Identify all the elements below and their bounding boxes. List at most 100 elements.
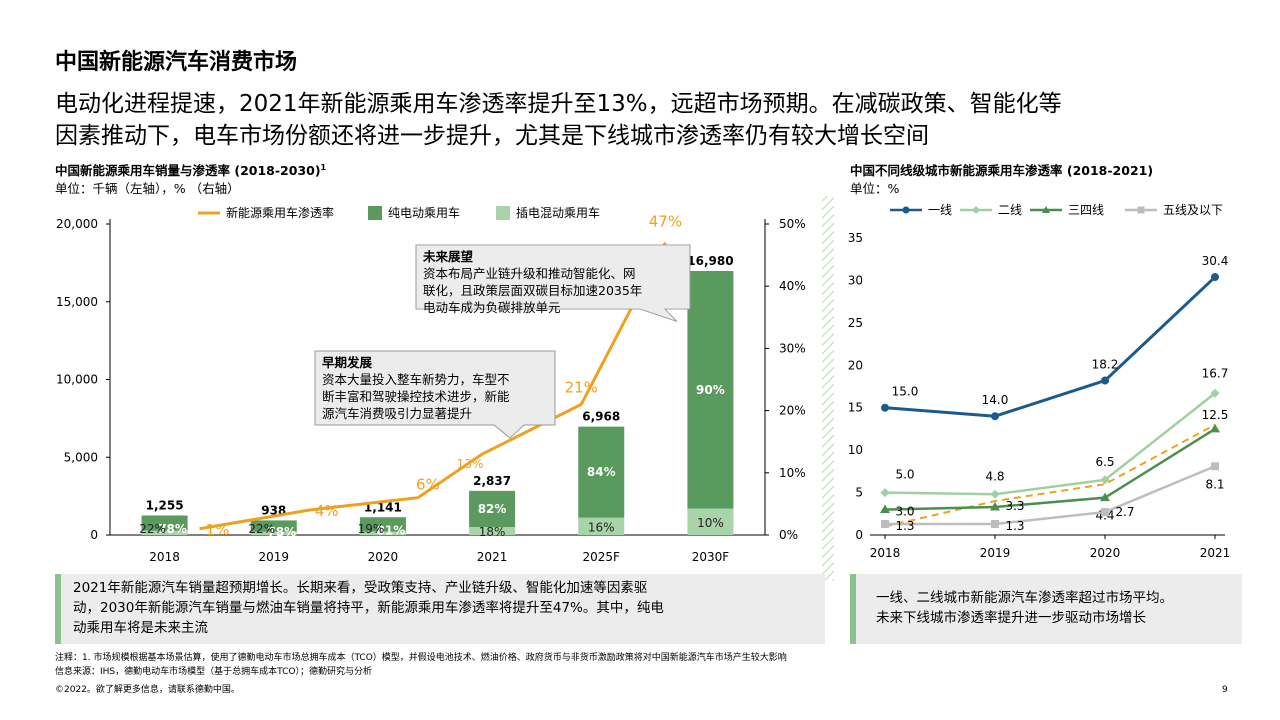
legend-line-label: 新能源乘用车渗透率: [226, 205, 334, 220]
chart-divider: [822, 196, 834, 581]
right-note-line: 一线、二线城市新能源汽车渗透率超过市场平均。: [876, 590, 1173, 606]
legend-phev-label: 插电混动乘用车: [516, 205, 600, 220]
penetration-label: 1%: [206, 521, 230, 539]
y2-tick-label: 50%: [779, 217, 806, 231]
series-marker: [1101, 508, 1109, 517]
callout-early-line: 源汽车消费吸引力显著提升: [322, 406, 473, 421]
x-tick-label: 2019: [980, 546, 1011, 560]
y2-tick-label: 30%: [779, 341, 806, 355]
y-tick-label: 5,000: [64, 450, 98, 464]
bar-bev: [687, 270, 734, 509]
y-tick-label: 10: [848, 443, 863, 457]
series-marker: [1101, 376, 1109, 385]
bar-bev: [359, 517, 406, 532]
bar-total-label: 6,968: [582, 410, 620, 424]
bar-phev-share-label: 22%: [248, 522, 275, 536]
x-tick-label: 2020: [368, 550, 399, 564]
penetration-line: [199, 241, 667, 531]
left-chart-title-text: 中国新能源乘用车销量与渗透率 (2018-2030): [55, 163, 321, 178]
left-note-line: 动乘用车将是未来主流: [73, 620, 208, 636]
bar-bev: [141, 515, 188, 531]
legend-bev-label: 纯电动乘用车: [388, 205, 460, 220]
bar-bev-share-label: 82%: [478, 502, 507, 516]
callout-future-title: 未来展望: [423, 249, 474, 264]
bar-phev: [250, 531, 297, 535]
legend-marker: [1042, 206, 1050, 213]
series-data-label: 15.0: [892, 385, 919, 399]
legend-label: 一线: [928, 203, 952, 217]
bar-phev: [687, 508, 734, 535]
y-tick-label: 0: [90, 528, 98, 542]
series-marker: [990, 489, 1000, 499]
bar-total-label: 1,255: [146, 498, 184, 512]
y-tick-label: 20: [848, 358, 863, 372]
bar-phev: [359, 531, 406, 535]
y-tick-label: 15,000: [56, 295, 98, 309]
bar-phev-share-label: 22%: [139, 522, 166, 536]
legend-phev-swatch: [496, 206, 510, 220]
bar-phev-share-label: 19%: [358, 522, 385, 536]
callout-future-text: 未来展望 资本布局产业链升级和推动智能化、网 联化，且政策层面双碳目标加速203…: [423, 248, 688, 316]
bar-bev: [250, 520, 297, 532]
series-data-label: 18.2: [1092, 358, 1119, 372]
legend-label: 五线及以下: [1163, 203, 1223, 217]
series-data-label: 1.3: [895, 519, 914, 533]
series-data-label: 14.0: [982, 393, 1009, 407]
series-marker: [1100, 475, 1110, 485]
x-tick-label: 2021: [1200, 546, 1231, 560]
legend-marker: [1137, 206, 1145, 214]
series-marker: [991, 519, 999, 528]
left-chart-note: 2021年新能源汽车销量超预期增长。长期来看，受政策支持、产业链升级、智能化加速…: [55, 574, 825, 644]
bar-bev: [469, 490, 516, 528]
callout-early-text: 早期发展 资本大量投入整车新势力，车型不 断丰富和驾驶操控技术进步，新能 源汽车…: [322, 354, 554, 422]
penetration-label: 21%: [565, 378, 598, 396]
bar-bev-share-label: 81%: [377, 523, 406, 537]
series-data-label: 4.8: [985, 469, 1004, 483]
left-chart-title: 中国新能源乘用车销量与渗透率 (2018-2030)1: [55, 160, 326, 179]
callout-early-line: 资本大量投入整车新势力，车型不: [322, 372, 510, 387]
left-note-line: 2021年新能源汽车销量超预期增长。长期来看，受政策支持、产业链升级、智能化加速…: [73, 580, 648, 596]
y-tick-label: 0: [855, 528, 863, 542]
bar-phev: [141, 530, 188, 535]
legend-label: 三四线: [1068, 203, 1104, 217]
footnote-line: 注释：1. 市场规模根据基本场景估算，使用了德勤电动车市场总拥车成本（TCO）模…: [55, 653, 787, 663]
page-number: 9: [1222, 685, 1228, 695]
series-line: [885, 465, 1216, 526]
series-marker: [991, 412, 999, 421]
series-marker: [881, 403, 889, 412]
penetration-label: 4%: [315, 502, 339, 520]
penetration-label: 6%: [416, 476, 440, 494]
bar-phev: [469, 527, 516, 535]
x-tick-label: 2018: [870, 546, 901, 560]
callout-future-line: 电动车成为负碳排放单元: [423, 300, 561, 315]
x-tick-label: 2030F: [692, 550, 730, 564]
y2-tick-label: 40%: [779, 279, 806, 293]
bar-bev-share-label: 78%: [158, 522, 187, 536]
legend-bev-swatch: [368, 206, 382, 220]
y2-tick-label: 0%: [779, 528, 798, 542]
bar-bev-share-label: 90%: [696, 383, 725, 397]
callout-future-line: 联化，且政策层面双碳目标加速2035年: [423, 283, 643, 298]
bar-phev-share-label: 18%: [479, 525, 506, 539]
callout-early: 早期发展 资本大量投入整车新势力，车型不 断丰富和驾驶操控技术进步，新能 源汽车…: [314, 350, 556, 440]
right-note-line: 未来下线城市渗透率提升进一步驱动市场增长: [876, 610, 1146, 626]
callout-future: 未来展望 资本布局产业链升级和推动智能化、网 联化，且政策层面双碳目标加速203…: [415, 244, 691, 322]
penetration-label: 13%: [457, 457, 484, 471]
right-chart-note: 一线、二线城市新能源汽车渗透率超过市场平均。 未来下线城市渗透率提升进一步驱动市…: [850, 574, 1242, 644]
y2-tick-label: 10%: [779, 466, 806, 480]
bar-phev-share-label: 10%: [697, 516, 724, 530]
footnotes: 注释：1. 市场规模根据基本场景估算，使用了德勤电动车市场总拥车成本（TCO）模…: [55, 651, 1235, 679]
right-chart-title: 中国不同线级城市新能源乘用车渗透率 (2018-2021): [850, 163, 1154, 178]
right-chart-unit: 单位：%: [850, 181, 900, 196]
callout-future-shape: [415, 244, 691, 322]
series-data-label: 5.0: [895, 468, 914, 482]
y-tick-label: 20,000: [56, 217, 98, 231]
y-tick-label: 15: [848, 401, 863, 415]
left-chart: 0 5,000 10,000 15,000 20,000 0% 10% 20% 30% 40% 50…: [56, 205, 806, 564]
series-data-label: 16.7: [1202, 366, 1229, 380]
series-data-label: 12.5: [1202, 408, 1229, 422]
callout-future-line: 资本布局产业链升级和推动智能化、网: [423, 266, 636, 281]
y2-tick-label: 20%: [779, 404, 806, 418]
bar-phev-share-label: 16%: [588, 520, 615, 534]
bar-bev-share-label: 84%: [587, 465, 616, 479]
